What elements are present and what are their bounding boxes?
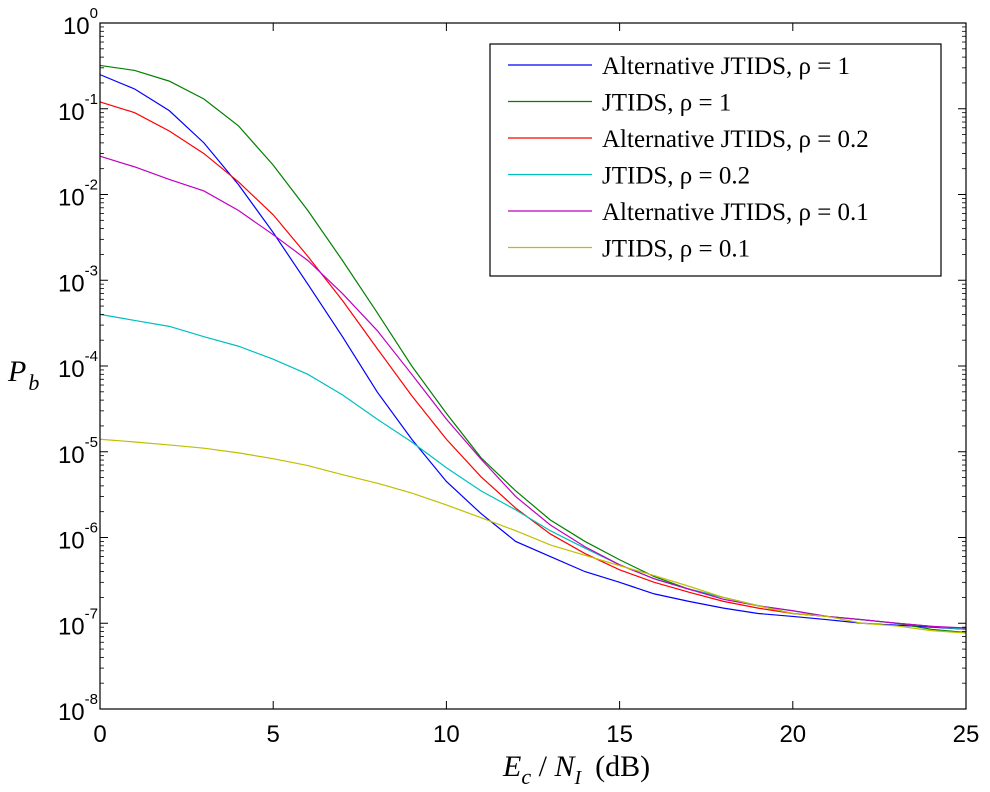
y-tick-base: 10: [63, 13, 90, 40]
y-tick-base: 10: [58, 699, 85, 726]
series-line-6: [99, 438, 967, 634]
x-axis-label-var1-sub: c: [521, 764, 531, 789]
y-tick-label: 10-1: [58, 91, 98, 126]
y-tick-base: 10: [58, 528, 85, 555]
x-axis-label-slash: /: [531, 750, 554, 783]
y-tick-exponent: -5: [85, 434, 98, 451]
y-tick-label: 10-5: [58, 434, 98, 469]
y-tick-exponent: -6: [85, 520, 98, 537]
y-tick-label: 10-7: [58, 605, 98, 640]
x-tick-label: 10: [433, 721, 460, 748]
y-tick-label: 100: [63, 5, 98, 40]
y-tick-label: 10-2: [58, 177, 98, 212]
y-tick-exponent: -2: [85, 177, 98, 194]
y-tick-base: 10: [58, 99, 85, 126]
y-tick-exponent: -7: [85, 605, 98, 622]
x-tick-label: 20: [779, 721, 806, 748]
legend-box: [489, 43, 942, 277]
y-tick-base: 10: [58, 613, 85, 640]
y-tick-exponent: 0: [90, 5, 98, 22]
y-tick-label: 10-3: [58, 262, 98, 297]
legend-label-1: Alternative JTIDS, ρ = 1: [602, 53, 850, 80]
y-tick-base: 10: [58, 442, 85, 469]
y-tick-base: 10: [58, 356, 85, 383]
y-axis-label: Pb: [7, 355, 39, 395]
x-tick-label: 5: [267, 721, 280, 748]
y-tick-label: 10-6: [58, 520, 98, 555]
series-layer: [99, 64, 967, 634]
legend-label-4: JTIDS, ρ = 0.2: [602, 163, 750, 190]
y-tick-exponent: -4: [85, 348, 98, 365]
series-line-1: [99, 74, 967, 630]
y-tick-exponent: -3: [85, 262, 98, 279]
legend-items: Alternative JTIDS, ρ = 1 JTIDS, ρ = 1 Alte…: [508, 53, 869, 263]
x-axis-label-var1: E: [502, 750, 521, 783]
legend-label-6: JTIDS, ρ = 0.1: [602, 236, 750, 263]
y-tick-base: 10: [58, 185, 85, 212]
y-axis-label-sub: b: [28, 370, 39, 395]
x-tick-label: 0: [93, 721, 106, 748]
y-tick-base: 10: [58, 270, 85, 297]
y-tick-exponent: -1: [85, 91, 98, 108]
y-tick-exponent: -8: [85, 691, 98, 708]
x-axis-label: Ec / NI (dB): [502, 750, 650, 789]
x-axis-label-var2-sub: I: [573, 767, 582, 789]
legend-label-2: JTIDS, ρ = 1: [602, 90, 731, 117]
legend-label-5: Alternative JTIDS, ρ = 0.1: [602, 199, 869, 226]
x-tick-label: 15: [606, 721, 633, 748]
y-axis-label-main: P: [7, 355, 26, 388]
legend: Alternative JTIDS, ρ = 1 JTIDS, ρ = 1 Alte…: [489, 43, 942, 277]
x-axis-label-unit: (dB): [595, 750, 650, 783]
legend-label-3: Alternative JTIDS, ρ = 0.2: [602, 126, 869, 153]
x-tick-label: 25: [953, 721, 980, 748]
x-axis-label-var2: N: [553, 750, 576, 783]
x-ticks: 0 5 10 15 20 25: [93, 23, 979, 748]
plot-frame: [99, 22, 967, 710]
y-tick-label: 10-8: [58, 691, 98, 726]
y-tick-label: 10-4: [58, 348, 98, 383]
